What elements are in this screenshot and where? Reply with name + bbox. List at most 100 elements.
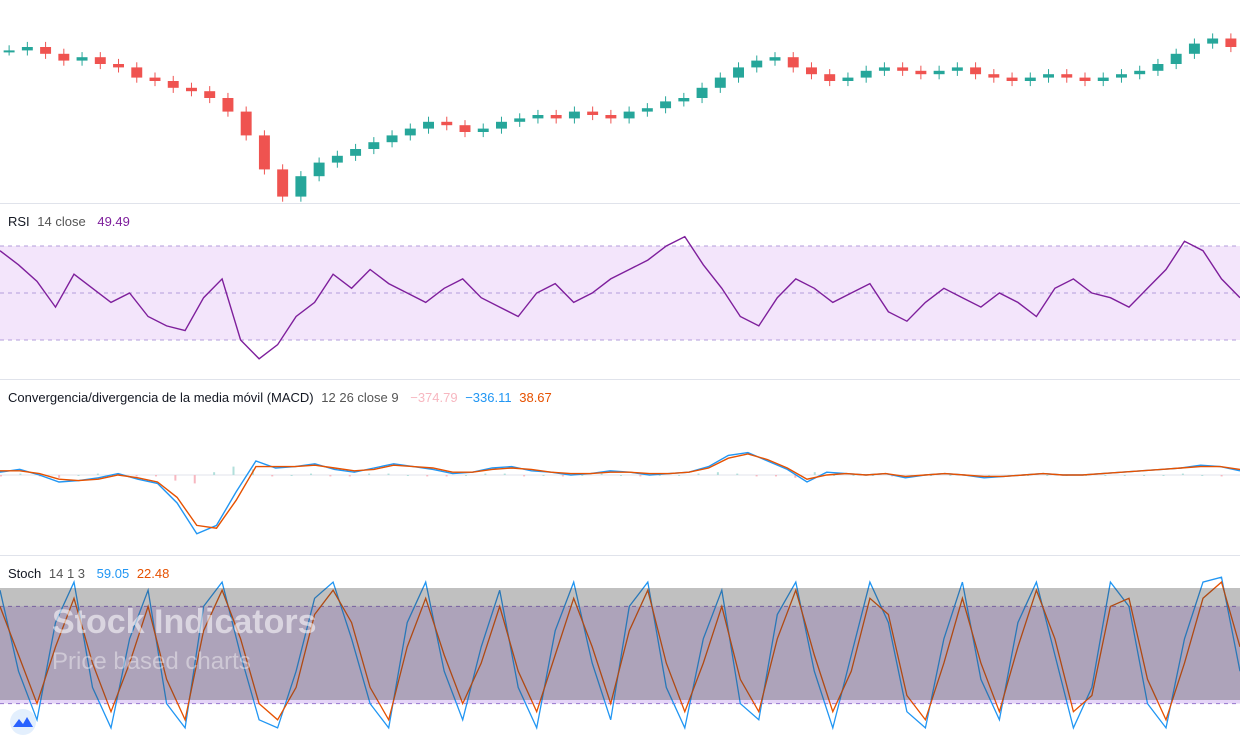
candle-body [113,64,124,68]
macd-histogram-bar [1026,475,1029,476]
macd-histogram-bar [1104,475,1107,476]
candle-body [678,98,690,102]
macd-histogram-bar [813,472,816,475]
candle-body [459,125,471,132]
macd-histogram-bar [658,475,661,476]
macd-name: Convergencia/divergencia de la media móv… [8,390,314,405]
stoch-k-line [0,576,1240,731]
candle-body [240,111,252,136]
macd-histogram-bar [1181,473,1184,475]
macd-histogram-bar [794,475,797,478]
candle-body [441,121,453,126]
macd-histogram-bar [1201,475,1204,476]
stoch-chart [0,576,1240,731]
macd-histogram-bar [0,475,2,477]
pane-divider [0,555,1240,556]
candle-body [568,111,580,119]
watermark-subtitle: Price based charts [52,648,251,675]
candle-body [167,81,179,88]
candle-body [477,128,489,132]
candle-body [1152,64,1164,71]
macd-histogram-bar [1143,475,1146,476]
candle-body [623,111,635,119]
rsi-name: RSI [8,214,30,229]
macd-histogram-bar [833,475,836,476]
price-chart [3,33,1237,202]
candle-body [1006,77,1018,81]
candle-body [970,67,982,75]
candle-body [423,121,434,129]
candle-body [149,77,161,81]
price-pane[interactable] [0,0,1240,203]
macd-histogram-bar [135,475,138,477]
candle-body [933,70,945,75]
macd-histogram-bar [465,475,467,476]
candle-body [878,67,890,71]
candle-body [295,176,307,197]
macd-legend[interactable]: Convergencia/divergencia de la media móv… [8,390,556,405]
candle-body [1024,77,1036,81]
candle-body [1188,43,1200,54]
stoch-legend[interactable]: Stoch 14 1 3 59.05 22.48 [8,566,173,581]
macd-histogram-bar [716,472,719,475]
candle-body [386,135,398,143]
rsi-pane[interactable]: RSI 14 close 49.49 [0,204,1240,378]
candle-body [3,50,15,53]
candle-body [21,47,33,51]
macd-histogram-bar [348,475,351,477]
macd-line [0,451,1240,535]
candle-body [1225,38,1237,47]
candle-body [751,60,763,68]
macd-histogram-bar [736,473,739,475]
candle-body [860,70,872,78]
candle-body [641,108,653,112]
macd-histogram-bar [949,475,952,476]
macd-histogram-bar [368,473,371,475]
macd-histogram-bar [852,475,855,476]
macd-histogram-bar [755,475,758,477]
stoch-value-k: 59.05 [96,566,130,581]
macd-histogram-bar [1123,475,1126,476]
macd-value-signal: 38.67 [519,390,552,405]
candle-body [1207,38,1219,44]
macd-histogram-bar [445,475,448,477]
candle-body [514,118,526,122]
candle-body [897,67,909,71]
candle-body [915,70,927,75]
macd-value-macd: −336.11 [465,390,512,405]
macd-histogram-bar [1220,475,1223,477]
candle-body [204,91,216,98]
candle-body [258,135,270,170]
pane-divider [0,379,1240,380]
macd-histogram-bar [290,475,293,476]
candle-body [714,77,726,88]
macd-histogram-bar [542,475,545,476]
stoch-value-d: 22.48 [136,566,170,581]
candle-body [94,57,106,64]
stoch-pane[interactable]: Stoch 14 1 3 59.05 22.48 [0,556,1240,741]
macd-histogram-bar [77,475,80,476]
logo-icon[interactable] [8,708,38,736]
rsi-line [0,235,1240,360]
candle-body [550,115,562,119]
candle-body [1061,74,1073,78]
candle-body [1116,74,1127,78]
macd-histogram-bar [561,475,564,477]
macd-pane[interactable]: Convergencia/divergencia de la media móv… [0,380,1240,554]
macd-histogram-bar [19,473,22,475]
macd-histogram-bar [1046,475,1049,476]
macd-histogram-bar [484,473,487,475]
macd-histogram-bar [620,475,622,476]
macd-histogram-bar [639,475,642,477]
candle-body [824,74,836,81]
candle-body [769,57,781,61]
macd-histogram-bar [697,473,700,475]
macd-histogram-bar [310,473,312,475]
rsi-legend[interactable]: RSI 14 close 49.49 [8,214,134,229]
candle-body [368,142,380,149]
stoch-name: Stoch [8,566,42,581]
macd-histogram-bar [1162,475,1165,476]
candle-body [277,169,289,197]
candle-body [76,57,88,61]
rsi-chart [0,235,1240,360]
